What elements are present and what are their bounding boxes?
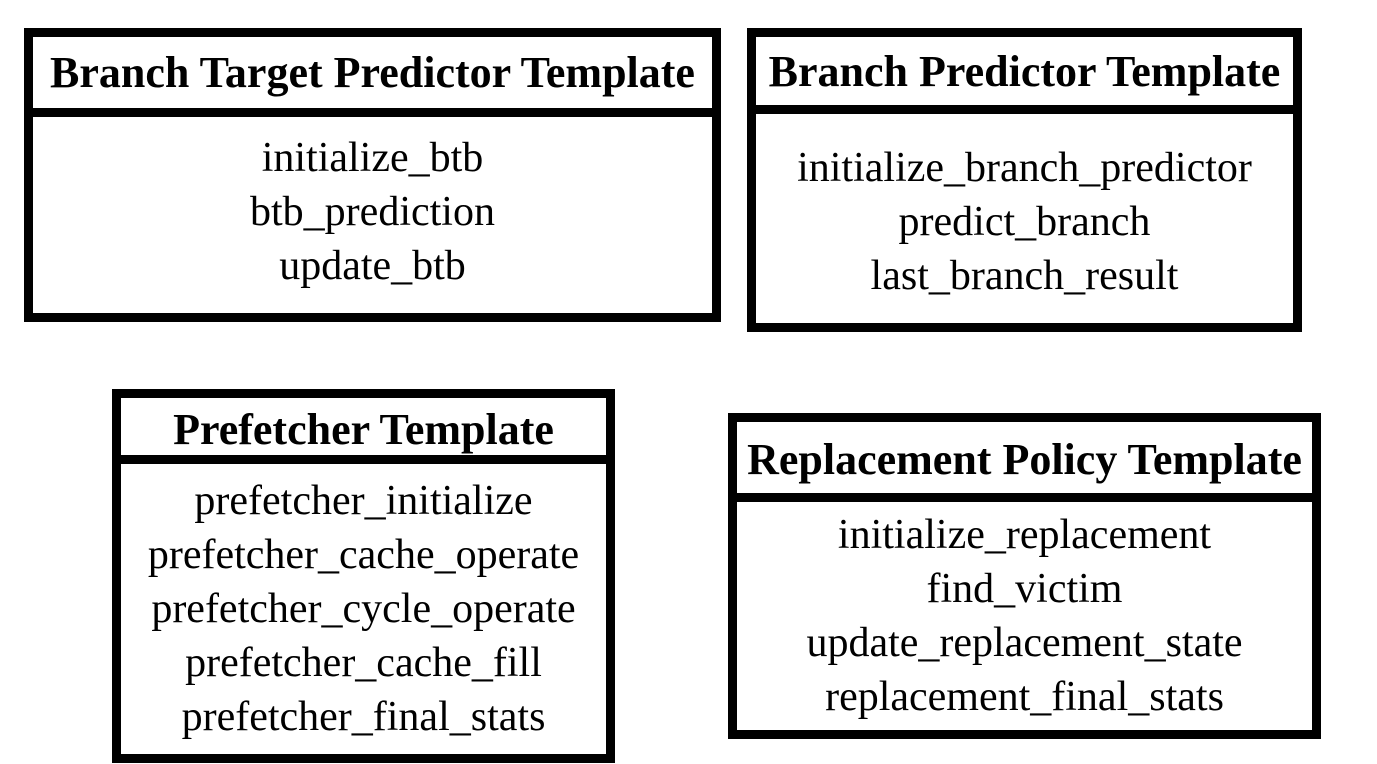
prefetcher-template-box: Prefetcher Template prefetcher_initializ… xyxy=(112,389,615,763)
branch-predictor-template-box: Branch Predictor Template initialize_bra… xyxy=(747,28,1302,332)
branch-predictor-template-title: Branch Predictor Template xyxy=(756,37,1293,114)
method-find-victim: find_victim xyxy=(926,566,1123,612)
method-prefetcher-cache-operate: prefetcher_cache_operate xyxy=(147,532,580,578)
prefetcher-method-list: prefetcher_initialize prefetcher_cache_o… xyxy=(121,464,606,754)
method-initialize-replacement: initialize_replacement xyxy=(837,512,1212,558)
replacement-policy-method-list: initialize_replacement find_victim updat… xyxy=(737,502,1312,730)
branch-target-predictor-template-title: Branch Target Predictor Template xyxy=(33,37,712,117)
method-prefetcher-initialize: prefetcher_initialize xyxy=(194,478,533,524)
method-btb-prediction: btb_prediction xyxy=(250,189,495,235)
method-prefetcher-cycle-operate: prefetcher_cycle_operate xyxy=(151,586,576,632)
method-initialize-btb: initialize_btb xyxy=(261,135,484,181)
branch-target-predictor-template-box: Branch Target Predictor Template initial… xyxy=(24,28,721,322)
method-prefetcher-final-stats: prefetcher_final_stats xyxy=(181,694,546,740)
method-update-btb: update_btb xyxy=(279,243,466,289)
replacement-policy-template-title: Replacement Policy Template xyxy=(737,422,1312,502)
method-predict-branch: predict_branch xyxy=(898,198,1151,245)
prefetcher-template-title: Prefetcher Template xyxy=(121,398,606,464)
branch-predictor-method-list: initialize_branch_predictor predict_bran… xyxy=(756,114,1293,323)
method-prefetcher-cache-fill: prefetcher_cache_fill xyxy=(185,640,542,686)
method-last-branch-result: last_branch_result xyxy=(870,252,1179,299)
replacement-policy-template-box: Replacement Policy Template initialize_r… xyxy=(728,413,1321,739)
branch-target-predictor-method-list: initialize_btb btb_prediction update_btb xyxy=(33,117,712,313)
method-update-replacement-state: update_replacement_state xyxy=(806,620,1243,666)
method-replacement-final-stats: replacement_final_stats xyxy=(825,674,1224,720)
method-initialize-branch-predictor: initialize_branch_predictor xyxy=(797,144,1252,191)
